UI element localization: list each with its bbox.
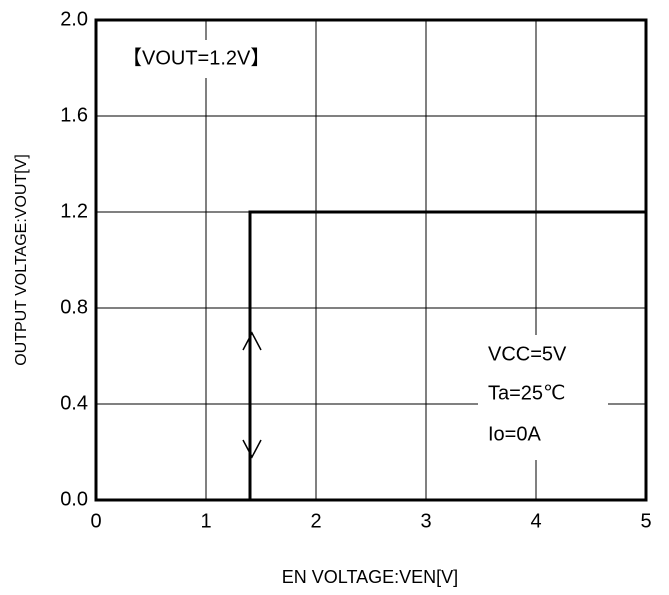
- x-tick-label: 4: [530, 510, 541, 532]
- y-tick-label: 2.0: [60, 8, 88, 30]
- x-tick-label: 5: [640, 510, 651, 532]
- annotation: Io=0A: [488, 423, 541, 445]
- y-axis-label: OUTPUT VOLTAGE:VOUT[V]: [13, 154, 30, 366]
- annotation: 【VOUT=1.2V】: [122, 47, 270, 69]
- x-tick-label: 2: [310, 510, 321, 532]
- x-tick-label: 1: [200, 510, 211, 532]
- y-tick-label: 1.2: [60, 200, 88, 222]
- annotation-box: [478, 335, 608, 460]
- arrow-down: [242, 439, 262, 459]
- annotation: VCC=5V: [488, 343, 567, 365]
- data-line: [248, 210, 646, 500]
- plot: [248, 210, 646, 500]
- arrow-up: [242, 331, 262, 351]
- y-tick-label: 0.8: [60, 296, 88, 318]
- y-tick-label: 1.6: [60, 104, 88, 126]
- y-tick-label: 0.0: [60, 488, 88, 510]
- annotation-box: [118, 40, 298, 78]
- y-tick-label: 0.4: [60, 392, 88, 414]
- x-tick-label: 0: [90, 510, 101, 532]
- annotation: Ta=25℃: [488, 382, 566, 404]
- x-axis-label: EN VOLTAGE:VEN[V]: [282, 567, 458, 587]
- frame: [94, 18, 648, 502]
- x-tick-label: 3: [420, 510, 431, 532]
